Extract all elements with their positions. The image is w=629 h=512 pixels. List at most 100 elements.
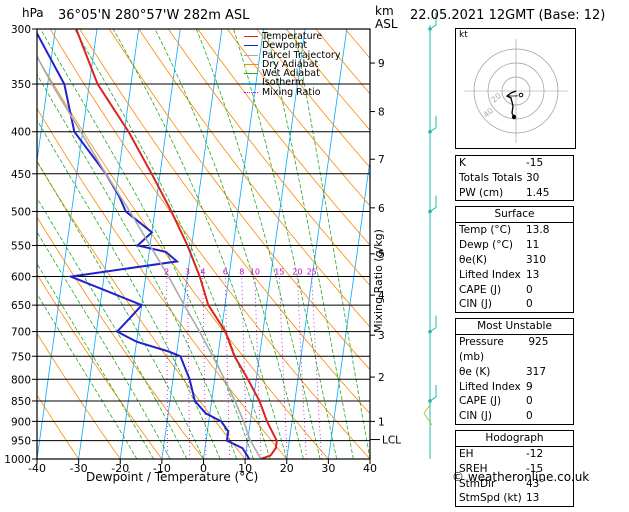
hodograph-trace xyxy=(505,90,517,118)
dry-adiabat-line xyxy=(197,29,370,246)
wind-barb xyxy=(429,13,437,30)
pressure-tick-label: 700 xyxy=(11,327,31,339)
pressure-tick-label: 450 xyxy=(11,169,31,181)
isotherm-line xyxy=(161,29,223,459)
mixing-ratio-line xyxy=(166,276,169,459)
isotherm-line xyxy=(244,29,306,459)
wet-adiabat-line xyxy=(37,293,138,459)
legend-mixing-ratio: Mixing Ratio xyxy=(244,87,340,97)
wind-barb xyxy=(429,315,437,333)
pressure-tick-label: 950 xyxy=(11,436,31,448)
series-temperature xyxy=(75,29,278,459)
wind-barb xyxy=(429,195,437,212)
lcl-label: LCL xyxy=(382,435,401,447)
hodograph-plot: 40 20 xyxy=(464,39,568,143)
hodo-ring-label: 20 xyxy=(490,91,504,104)
pressure-tick-label: 300 xyxy=(11,24,31,36)
mixing-ratio-line xyxy=(224,276,231,459)
mixing-ratio-axis-label: Mixing Ratio (g/kg) xyxy=(372,229,385,333)
isotherm-line xyxy=(286,29,348,459)
x-tick-label: -30 xyxy=(70,462,88,475)
mixing-ratio-line xyxy=(254,276,262,459)
hodograph: kt 40 20 xyxy=(455,28,576,149)
km-tick-label: 7 xyxy=(378,154,385,166)
x-tick-label: 0 xyxy=(200,462,207,475)
x-tick-label: -40 xyxy=(28,462,46,475)
wind-barb xyxy=(423,404,433,426)
km-tick-label: 2 xyxy=(378,372,385,384)
mixing-ratio-line xyxy=(187,276,191,459)
skewt-chart: 3003504004505005506006507007508008509009… xyxy=(4,13,437,475)
wind-barb xyxy=(429,115,437,133)
indices-panel: K -15 Totals Totals 30 PW (cm) 1.45 Surface… xyxy=(455,155,574,512)
pressure-tick-label: 900 xyxy=(11,416,31,428)
dry-adiabat-line xyxy=(256,29,370,169)
isotherm-line xyxy=(78,29,140,459)
legend-parcel: Parcel Trajectory xyxy=(244,50,340,60)
isotherm-line xyxy=(37,29,56,164)
hodograph-box: Hodograph EH -12 SREH -15 StmDir 43° StmSpd… xyxy=(455,429,574,508)
legend-dewpoint: Dewpoint xyxy=(244,41,340,51)
km-unit: km xyxy=(375,4,394,18)
x-tick-label: 30 xyxy=(321,462,335,475)
km-tick-label: 3 xyxy=(378,330,385,342)
x-axis-label: Dewpoint / Temperature (°C) xyxy=(86,470,259,484)
location-title: 36°05'N 280°57'W 282m ASL xyxy=(58,8,250,23)
legend-wet-adiabat: Wet Adiabat xyxy=(244,69,340,79)
legend-isotherm: Isotherm xyxy=(244,78,340,88)
dry-adiabat-line xyxy=(37,394,79,459)
pressure-tick-label: 750 xyxy=(11,351,31,363)
footer-credit: © weatheronline.co.uk xyxy=(452,470,590,484)
dry-adiabat-line xyxy=(37,332,121,459)
stability-indices: K -15 Totals Totals 30 PW (cm) 1.45 xyxy=(455,155,574,202)
chart-legend: Temperature Dewpoint Parcel Trajectory D… xyxy=(244,32,340,97)
mixing-ratio-label: 4 xyxy=(200,268,205,277)
wet-adiabat-line xyxy=(37,160,204,459)
km-tick-label: 4 xyxy=(378,290,385,302)
mixing-ratio-line xyxy=(202,276,207,459)
km-tick-label: 9 xyxy=(378,58,385,70)
isotherm-line xyxy=(119,29,181,459)
x-tick-label: 40 xyxy=(363,462,377,475)
mixing-ratio-line xyxy=(311,276,322,459)
isotherm-line xyxy=(203,29,264,459)
dry-adiabat-line xyxy=(226,29,370,207)
isotherm-line xyxy=(327,157,370,459)
mixing-ratio-label: 25 xyxy=(307,268,317,277)
wet-adiabat-line xyxy=(37,263,154,459)
wet-adiabat-line xyxy=(112,29,288,459)
x-tick-label: -20 xyxy=(111,462,129,475)
mixing-ratio-line xyxy=(297,276,307,459)
pressure-tick-label: 400 xyxy=(11,127,31,139)
pressure-tick-label: 850 xyxy=(11,396,31,408)
wind-barb xyxy=(429,384,437,402)
pressure-tick-label: 1000 xyxy=(4,454,31,466)
km-tick-label: 5 xyxy=(378,249,385,261)
datetime-title: 22.05.2021 12GMT (Base: 12) xyxy=(410,8,606,23)
legend-dry-adiabat: Dry Adiabat xyxy=(244,59,340,69)
mixing-ratio-line xyxy=(279,276,288,459)
hodograph-unit: kt xyxy=(459,30,468,40)
isotherm-line xyxy=(37,29,98,459)
x-tick-label: 20 xyxy=(280,462,294,475)
km-tick-label: 1 xyxy=(378,416,385,428)
pressure-tick-label: 550 xyxy=(11,240,31,252)
pressure-tick-label: 350 xyxy=(11,79,31,91)
asl-label: ASL xyxy=(375,17,398,31)
km-tick-label: 8 xyxy=(378,107,385,119)
pressure-tick-label: 500 xyxy=(11,206,31,218)
mixing-ratio-label: 10 xyxy=(250,268,260,277)
wet-adiabat-line xyxy=(40,29,254,459)
x-tick-label: -10 xyxy=(153,462,171,475)
pressure-tick-label: 600 xyxy=(11,272,31,284)
series-parcel-trajectory xyxy=(37,54,262,459)
mixing-ratio-label: 6 xyxy=(223,268,228,277)
series-dewpoint xyxy=(37,31,251,459)
km-tick-label: 6 xyxy=(378,203,385,215)
mixing-ratio-label: 20 xyxy=(292,268,302,277)
mixing-ratio-label: 2 xyxy=(164,268,169,277)
surface-box: Surface Temp (°C) 13.8 Dewp (°C) 11 θe(K) 3… xyxy=(455,206,574,314)
mixing-ratio-line xyxy=(241,276,248,459)
legend-temperature: Temperature xyxy=(244,32,340,41)
pressure-unit: hPa xyxy=(22,6,44,20)
